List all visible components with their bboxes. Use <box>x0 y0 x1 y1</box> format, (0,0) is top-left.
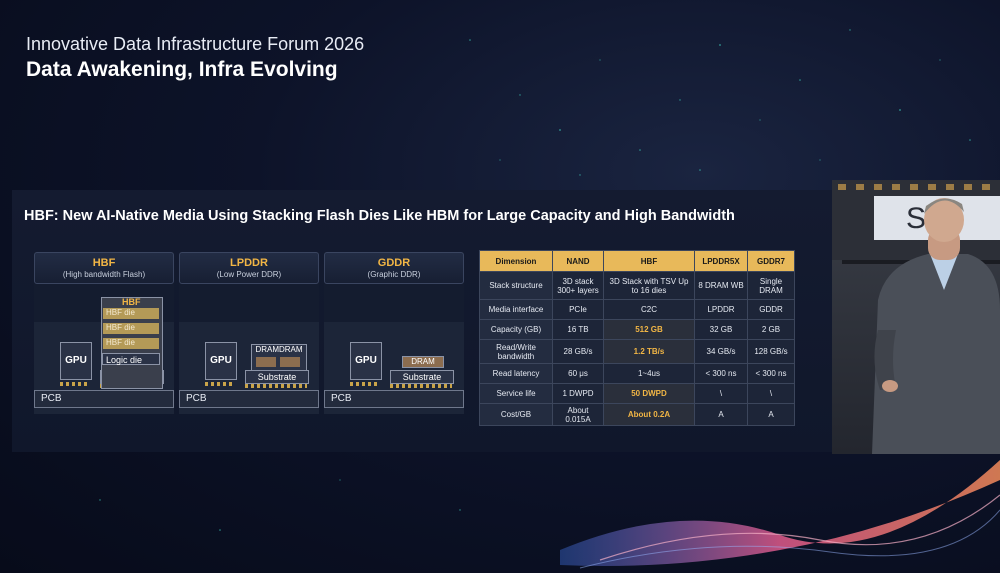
decorative-ribbon <box>560 460 1000 569</box>
table-cell: 60 μs <box>552 363 604 384</box>
panel-subtitle: (High bandwidth Flash) <box>62 270 146 279</box>
hbf-die-1: HBF die <box>103 308 159 319</box>
panel-title: HBF <box>92 257 116 269</box>
panel-gddr-header: GDDR (Graphic DDR) <box>324 252 464 284</box>
slide-title: HBF: New AI-Native Media Using Stacking … <box>24 208 735 224</box>
stage-lights <box>838 184 998 190</box>
table-cell: 1~4us <box>603 363 695 384</box>
table-row: Cost/GB About 0.015A About 0.2A A A <box>479 403 795 426</box>
table-header-cell: LPDDR5X <box>694 250 748 272</box>
presenter-camera-feed: Su <box>832 180 1000 454</box>
forum-tagline: Data Awakening, Infra Evolving <box>26 58 338 81</box>
table-cell: LPDDR <box>694 299 748 320</box>
table-cell: \ <box>747 383 795 404</box>
table-header-row: Dimension NAND HBF LPDDR5X GDDR7 <box>479 250 795 272</box>
gpu-chip: GPU <box>205 342 237 380</box>
table-header-cell: GDDR7 <box>747 250 795 272</box>
table-row-header: Stack structure <box>479 271 553 300</box>
presentation-slide: HBF: New AI-Native Media Using Stacking … <box>12 190 832 452</box>
panel-title: GDDR <box>377 257 411 269</box>
table-cell: \ <box>694 383 748 404</box>
table-row-header: Read latency <box>479 363 553 384</box>
table-cell: 16 TB <box>552 319 604 340</box>
panel-subtitle: (Low Power DDR) <box>216 270 282 279</box>
table-cell: 32 GB <box>694 319 748 340</box>
panel-lpddr: LPDDR (Low Power DDR) GPU DRAMDRAM Subst… <box>179 252 319 414</box>
dram-package: DRAMDRAM <box>251 344 307 372</box>
panel-subtitle: (Graphic DDR) <box>367 270 421 279</box>
presenter-figure <box>872 198 1000 454</box>
table-cell: GDDR <box>747 299 795 320</box>
table-cell: < 300 ns <box>694 363 748 384</box>
logic-die: Logic die <box>102 353 160 365</box>
table-row: Capacity (GB) 16 TB 512 GB 32 GB 2 GB <box>479 319 795 340</box>
table-cell: A <box>747 403 795 426</box>
pcb-label: PCB <box>186 393 207 404</box>
table-cell: 1 DWPD <box>552 383 604 404</box>
table-header-cell: NAND <box>552 250 604 272</box>
gpu-pins <box>350 382 380 386</box>
dramdram-label: DRAMDRAM <box>255 345 303 354</box>
table-cell: 28 GB/s <box>552 339 604 364</box>
panel-lpddr-header: LPDDR (Low Power DDR) <box>179 252 319 284</box>
table-header-cell: HBF <box>603 250 695 272</box>
gddr-diagram: GPU DRAM Substrate PCB <box>324 322 464 414</box>
hbf-stack-label: HBF <box>122 297 141 307</box>
hbf-die-3: HBF die <box>103 338 159 349</box>
table-row-header: Capacity (GB) <box>479 319 553 340</box>
pcb-board: PCB <box>34 390 174 408</box>
table-cell-highlight: 50 DWPD <box>603 383 695 404</box>
table-cell: 128 GB/s <box>747 339 795 364</box>
table-cell: PCIe <box>552 299 604 320</box>
gpu-pins <box>205 382 235 386</box>
table-row-header: Service life <box>479 383 553 404</box>
substrate-pins <box>245 384 307 388</box>
table-cell: 3D stack 300+ layers <box>552 271 604 300</box>
panel-hbf: HBF (High bandwidth Flash) GPU Substrate… <box>34 252 174 414</box>
table-header-cell: Dimension <box>479 250 553 272</box>
table-row: Service life 1 DWPD 50 DWPD \ \ <box>479 383 795 404</box>
table-cell: About 0.015A <box>552 403 604 426</box>
pcb-label: PCB <box>331 393 352 404</box>
pcb-board: PCB <box>324 390 464 408</box>
table-cell-highlight: 512 GB <box>603 319 695 340</box>
hbf-die-2: HBF die <box>103 323 159 334</box>
panel-title: LPDDR <box>230 257 268 269</box>
table-cell: 34 GB/s <box>694 339 748 364</box>
lpddr-diagram: GPU DRAMDRAM Substrate PCB <box>179 322 319 414</box>
table-cell: Single DRAM <box>747 271 795 300</box>
gpu-chip: GPU <box>60 342 92 380</box>
table-row: Media interface PCIe C2C LPDDR GDDR <box>479 299 795 320</box>
table-row: Read latency 60 μs 1~4us < 300 ns < 300 … <box>479 363 795 384</box>
comparison-table: Dimension NAND HBF LPDDR5X GDDR7 Stack s… <box>479 250 795 426</box>
dram-chip: DRAM <box>402 356 444 368</box>
table-row-header: Read/Write bandwidth <box>479 339 553 364</box>
table-cell: < 300 ns <box>747 363 795 384</box>
table-row: Read/Write bandwidth 28 GB/s 1.2 TB/s 34… <box>479 339 795 364</box>
substrate-pins <box>390 384 452 388</box>
table-cell: 8 DRAM WB <box>694 271 748 300</box>
table-cell: 2 GB <box>747 319 795 340</box>
table-cell-highlight: About 0.2A <box>603 403 695 426</box>
gpu-pins <box>60 382 90 386</box>
pcb-label: PCB <box>41 393 62 404</box>
pcb-board: PCB <box>179 390 319 408</box>
substrate: Substrate <box>245 370 309 384</box>
table-row-header: Cost/GB <box>479 403 553 426</box>
table-cell: A <box>694 403 748 426</box>
forum-title: Innovative Data Infrastructure Forum 202… <box>26 34 365 54</box>
table-row-header: Media interface <box>479 299 553 320</box>
table-cell: C2C <box>603 299 695 320</box>
gpu-chip: GPU <box>350 342 382 380</box>
panel-hbf-header: HBF (High bandwidth Flash) <box>34 252 174 284</box>
table-row: Stack structure 3D stack 300+ layers 3D … <box>479 271 795 300</box>
substrate: Substrate <box>390 370 454 384</box>
table-cell-highlight: 1.2 TB/s <box>603 339 695 364</box>
panel-gddr: GDDR (Graphic DDR) GPU DRAM Substrate PC… <box>324 252 464 414</box>
table-cell: 3D Stack with TSV Up to 16 dies <box>603 271 695 300</box>
